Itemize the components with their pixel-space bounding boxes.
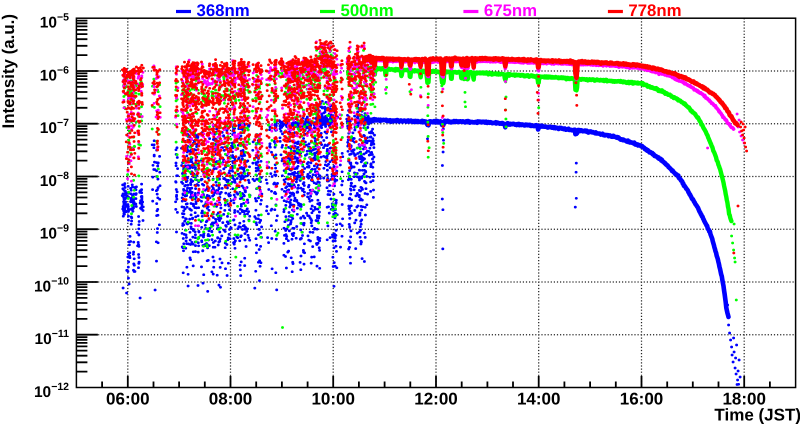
svg-text:12:00: 12:00 xyxy=(414,390,457,409)
svg-text:500nm: 500nm xyxy=(341,1,394,20)
svg-text:14:00: 14:00 xyxy=(517,390,560,409)
svg-text:675nm: 675nm xyxy=(484,1,537,20)
svg-text:10:00: 10:00 xyxy=(311,390,354,409)
svg-text:Time (JST): Time (JST) xyxy=(714,406,800,425)
svg-text:368nm: 368nm xyxy=(197,1,250,20)
svg-text:Intensity (a.u.): Intensity (a.u.) xyxy=(0,14,18,129)
svg-text:778nm: 778nm xyxy=(628,1,681,20)
svg-text:18:00: 18:00 xyxy=(722,390,765,409)
svg-text:16:00: 16:00 xyxy=(620,390,663,409)
svg-text:08:00: 08:00 xyxy=(209,390,252,409)
svg-text:06:00: 06:00 xyxy=(106,390,149,409)
